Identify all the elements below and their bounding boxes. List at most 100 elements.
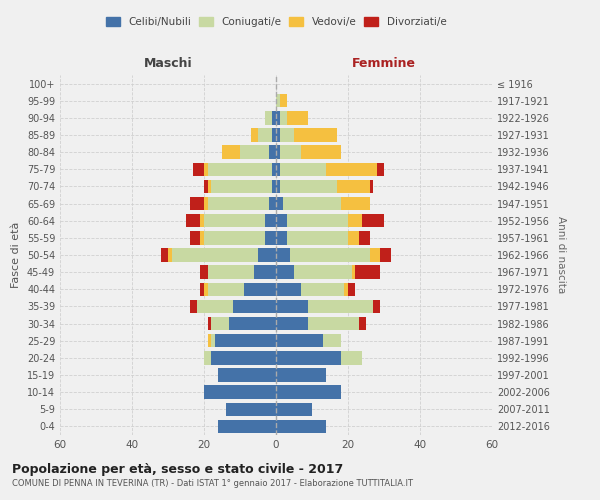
Bar (172, 248, 258, 262)
Bar (301, 146, 341, 159)
Bar (341, 197, 370, 210)
Bar (276, 266, 294, 279)
Bar (287, 214, 348, 228)
Bar (326, 162, 377, 176)
Bar (280, 94, 287, 108)
Bar (373, 300, 380, 313)
Bar (215, 334, 276, 347)
Bar (204, 282, 208, 296)
Bar (208, 266, 254, 279)
Bar (348, 231, 359, 244)
Bar (359, 231, 370, 244)
Bar (344, 282, 348, 296)
Bar (204, 162, 208, 176)
Bar (287, 231, 348, 244)
Legend: Celibi/Nubili, Coniugati/e, Vedovi/e, Divorziati/e: Celibi/Nubili, Coniugati/e, Vedovi/e, Di… (101, 12, 451, 31)
Bar (204, 197, 208, 210)
Bar (200, 266, 208, 279)
Bar (233, 300, 276, 313)
Bar (370, 180, 373, 193)
Bar (276, 94, 280, 108)
Bar (211, 334, 215, 347)
Bar (276, 162, 280, 176)
Bar (265, 214, 276, 228)
Bar (370, 248, 380, 262)
Bar (272, 180, 276, 193)
Bar (280, 128, 294, 141)
Bar (276, 214, 287, 228)
Bar (222, 146, 240, 159)
Bar (208, 282, 244, 296)
Bar (269, 146, 276, 159)
Bar (240, 146, 269, 159)
Bar (258, 248, 276, 262)
Bar (204, 180, 208, 193)
Bar (341, 351, 362, 364)
Bar (290, 248, 370, 262)
Bar (272, 128, 276, 141)
Bar (218, 368, 276, 382)
Bar (272, 111, 276, 124)
Bar (301, 282, 344, 296)
Bar (308, 317, 359, 330)
Bar (323, 334, 341, 347)
Bar (348, 282, 355, 296)
Bar (208, 180, 211, 193)
Bar (276, 386, 341, 399)
Bar (308, 300, 373, 313)
Bar (208, 334, 211, 347)
Bar (380, 248, 391, 262)
Bar (211, 180, 272, 193)
Bar (204, 231, 265, 244)
Bar (200, 282, 204, 296)
Y-axis label: Fasce di età: Fasce di età (11, 222, 21, 288)
Bar (208, 317, 211, 330)
Bar (193, 162, 204, 176)
Bar (359, 317, 366, 330)
Bar (244, 282, 276, 296)
Bar (280, 180, 337, 193)
Bar (254, 266, 276, 279)
Bar (377, 162, 384, 176)
Bar (276, 317, 308, 330)
Bar (226, 402, 276, 416)
Bar (276, 111, 280, 124)
Bar (337, 180, 370, 193)
Bar (265, 231, 276, 244)
Bar (190, 231, 200, 244)
Bar (276, 402, 312, 416)
Bar (276, 180, 280, 193)
Bar (352, 266, 355, 279)
Bar (276, 368, 326, 382)
Bar (276, 420, 326, 433)
Bar (204, 351, 211, 364)
Bar (208, 162, 272, 176)
Bar (208, 197, 269, 210)
Bar (280, 111, 287, 124)
Bar (200, 231, 204, 244)
Bar (197, 300, 233, 313)
Bar (276, 334, 323, 347)
Bar (276, 300, 308, 313)
Bar (186, 214, 200, 228)
Bar (280, 146, 301, 159)
Bar (258, 128, 272, 141)
Bar (211, 317, 229, 330)
Bar (294, 266, 352, 279)
Bar (276, 282, 301, 296)
Bar (200, 214, 204, 228)
Bar (294, 128, 337, 141)
Bar (229, 317, 276, 330)
Bar (190, 300, 197, 313)
Bar (276, 146, 280, 159)
Bar (362, 214, 384, 228)
Bar (251, 128, 258, 141)
Bar (276, 231, 287, 244)
Bar (211, 351, 276, 364)
Bar (168, 248, 172, 262)
Bar (161, 248, 168, 262)
Bar (272, 162, 276, 176)
Bar (348, 214, 362, 228)
Bar (355, 266, 380, 279)
Bar (283, 197, 341, 210)
